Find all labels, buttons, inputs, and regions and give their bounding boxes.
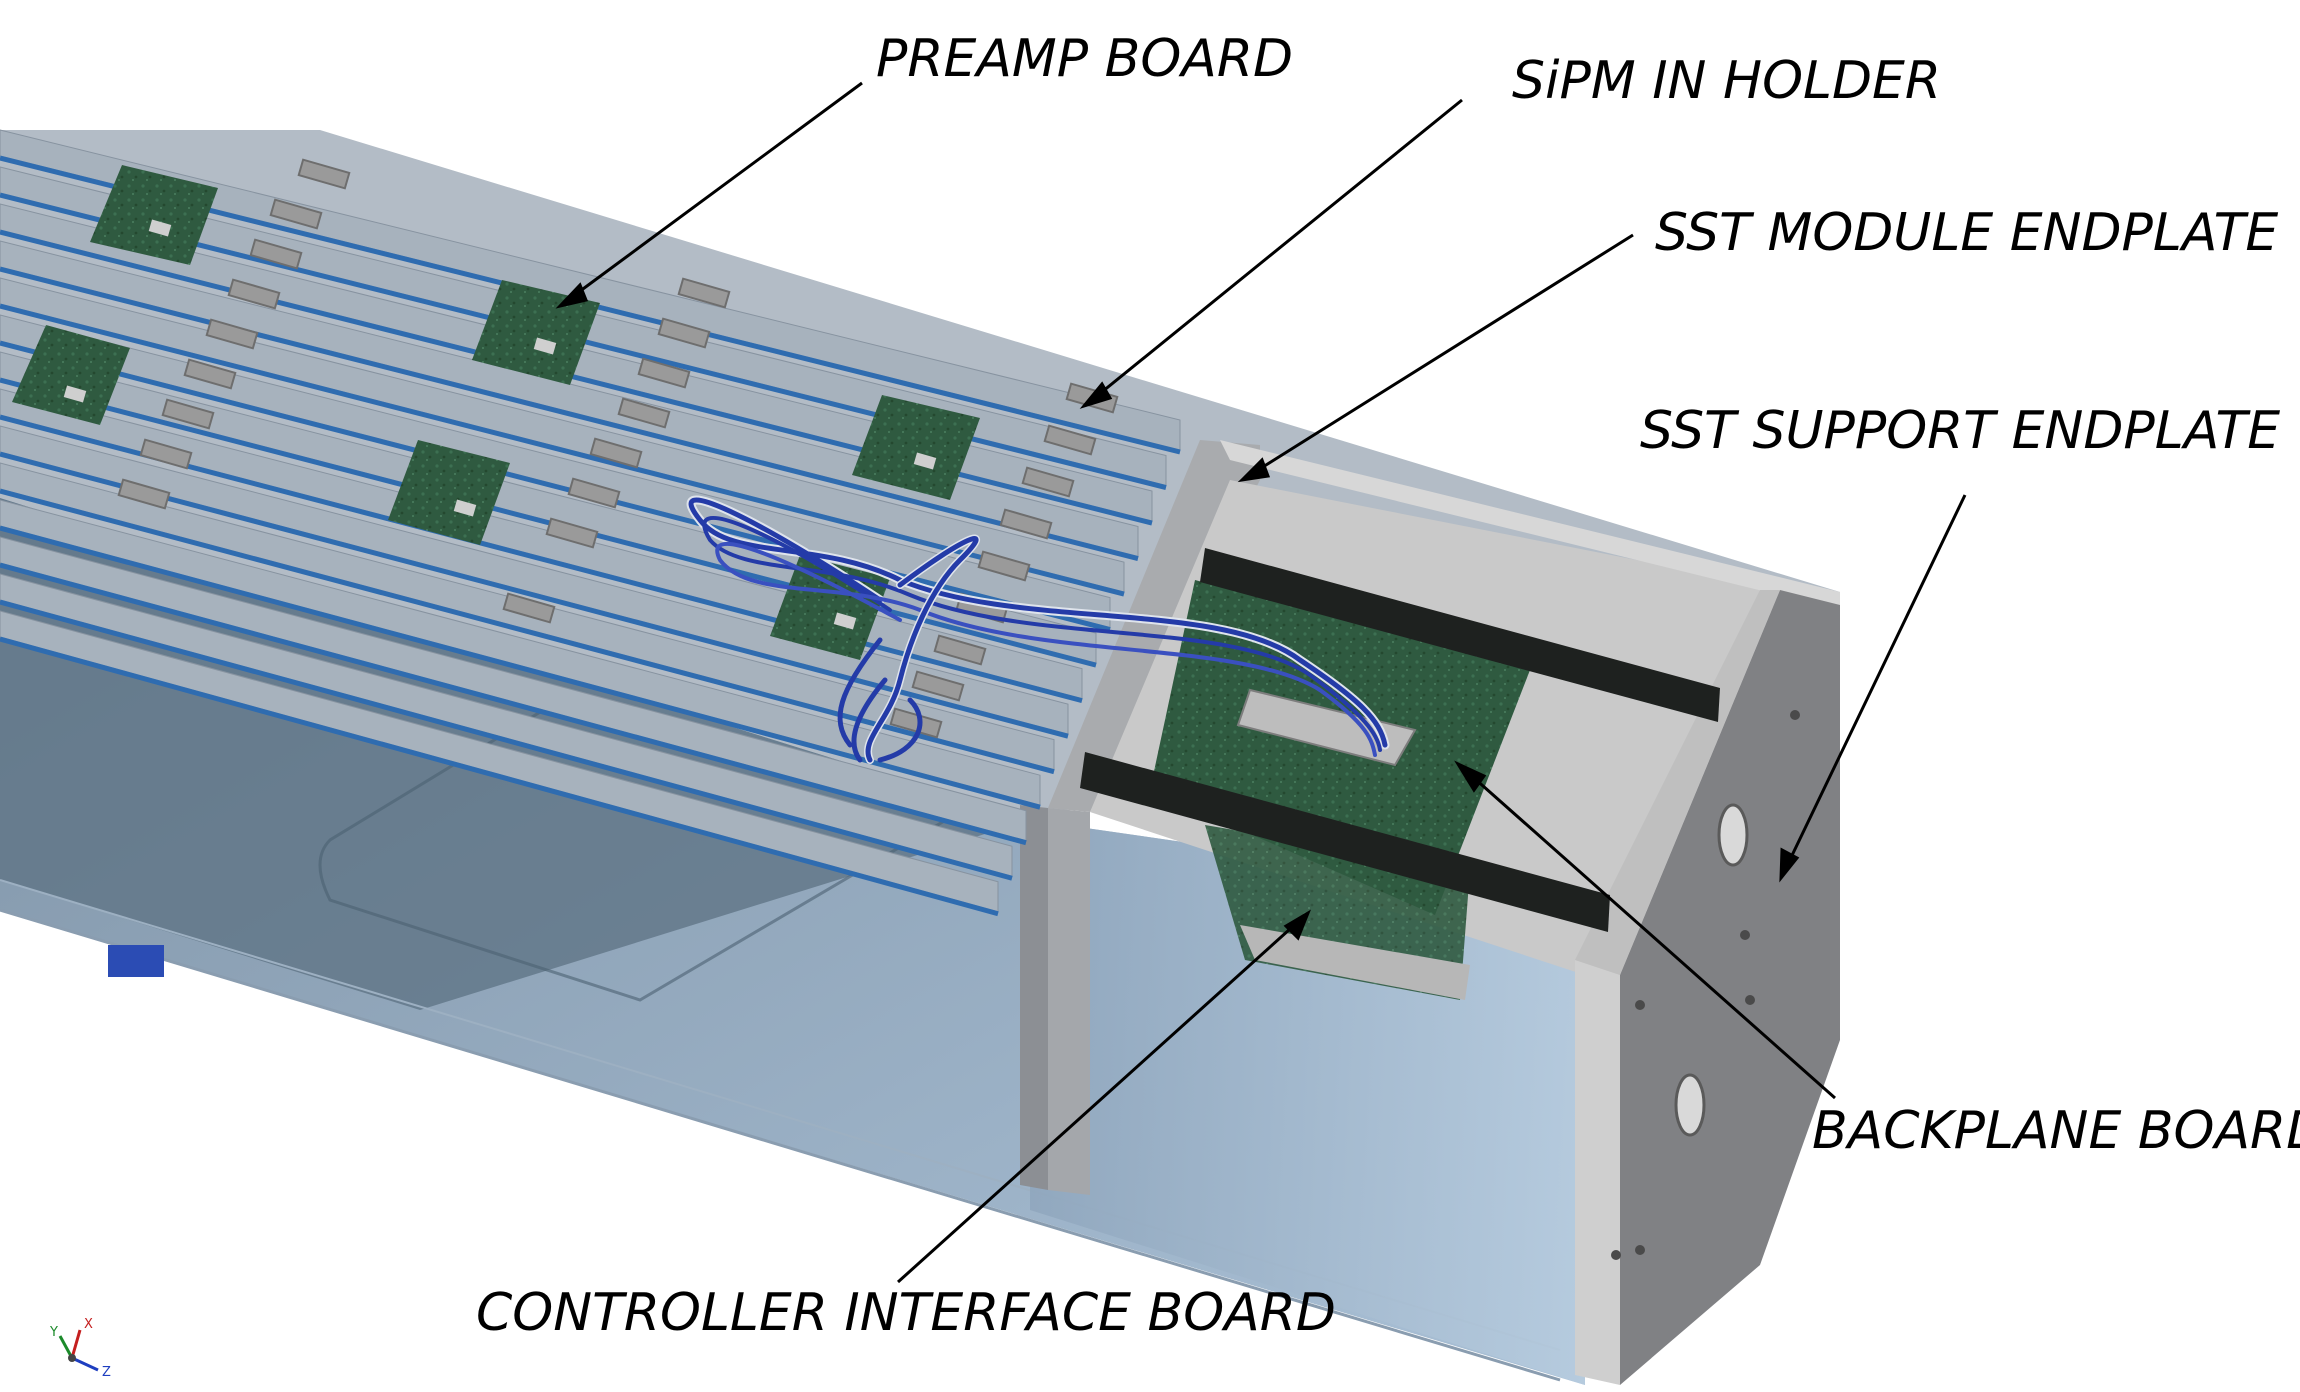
endplate-screw	[1790, 710, 1800, 720]
leader-sst-support-endplate-arrow	[1779, 847, 1800, 883]
endplate-hole-lower	[1674, 1073, 1706, 1137]
preamp-board	[852, 395, 980, 500]
sipm-holder	[249, 238, 303, 270]
preamp-chip	[913, 452, 937, 470]
leader-controller-interface-board-arrow	[1283, 909, 1312, 941]
sst-module-endplate-top	[1048, 440, 1260, 812]
sst-module-endplate-slab	[1020, 805, 1048, 1190]
axis-origin	[68, 1354, 76, 1362]
sipm-holder	[999, 508, 1053, 540]
label-sipm-in-holder: SiPM IN HOLDER	[1512, 51, 1941, 111]
leader-preamp-board	[567, 81, 863, 302]
sipm-holder	[502, 592, 556, 624]
sipm-holder	[139, 438, 193, 470]
controller-interface-board-plate	[1240, 925, 1470, 1000]
preamp-chip	[833, 612, 857, 630]
label-backplane-board: BACKPLANE BOARD	[1812, 1101, 2300, 1161]
sst-support-endplate-front	[1575, 960, 1620, 1385]
axis-y-line	[58, 1335, 74, 1359]
sst-support-endplate-side	[1620, 590, 1840, 1385]
preamp-chip	[63, 385, 87, 403]
sipm-holder	[637, 357, 691, 389]
fiber-strip-edge	[0, 562, 1027, 846]
fiber-strip-edge	[0, 599, 1013, 881]
leader-sst-support-endplate	[1783, 494, 1967, 871]
bottom-edge-line	[0, 908, 1561, 1382]
preamp-chip	[533, 337, 557, 355]
sipm-holder	[617, 397, 671, 429]
leader-lines	[555, 81, 1967, 1284]
leader-sipm-in-holder-arrow	[1079, 381, 1113, 409]
leader-preamp-board-arrow	[555, 282, 589, 309]
axis-x-line	[70, 1329, 82, 1359]
mount-tab	[108, 945, 164, 977]
label-controller-interface-board: CONTROLLER INTERFACE BOARD	[476, 1283, 1336, 1343]
sipm-holder	[1043, 424, 1097, 456]
fiber-strip-edge	[0, 451, 1069, 739]
label-sst-support-endplate: SST SUPPORT ENDPLATE	[1640, 401, 2280, 461]
preamp-board	[12, 325, 130, 425]
endplate-screw	[1611, 1250, 1621, 1260]
leader-sst-module-endplate-arrow	[1237, 457, 1271, 483]
sst-support-endplate-top	[1220, 440, 1840, 610]
label-sst-module-endplate: SST MODULE ENDPLATE	[1655, 203, 2278, 263]
axis-triad: X Y Z	[49, 1317, 111, 1380]
preamp-chip	[453, 499, 477, 517]
signal-cables	[686, 495, 1390, 764]
fiber-strip-edge	[0, 303, 1125, 597]
sipm-holder	[117, 478, 171, 510]
sipm-holder	[567, 477, 621, 509]
sipm-holder	[269, 198, 323, 230]
fiber-strip-edge	[0, 636, 999, 917]
preamp-board	[472, 280, 600, 385]
preamp-board	[90, 165, 218, 265]
fiber-strip-edge	[0, 266, 1139, 561]
axis-y-label: Y	[49, 1325, 58, 1340]
endplate-hole-upper	[1717, 803, 1749, 867]
leader-backplane-board-arrow	[1454, 760, 1487, 793]
fiber-strip-edge	[0, 377, 1097, 668]
sipm-holder	[545, 517, 599, 549]
sipm-holder	[1021, 466, 1075, 498]
sipm-holder	[911, 670, 965, 702]
sipm-holder	[589, 437, 643, 469]
glass-reflection	[318, 698, 984, 1002]
axis-z-line	[71, 1356, 99, 1372]
leader-backplane-board	[1464, 768, 1836, 1100]
rail-upper	[1200, 548, 1720, 722]
sipm-holder	[677, 277, 731, 309]
leader-sipm-in-holder	[1091, 98, 1463, 402]
endplate-screw	[1635, 1245, 1645, 1255]
sipm-holder	[183, 358, 237, 390]
preamp-chip	[148, 219, 172, 237]
leader-controller-interface-board	[896, 918, 1302, 1284]
sipm-holder	[297, 158, 351, 190]
leader-sst-module-endplate	[1249, 233, 1634, 477]
axis-x-label: X	[84, 1317, 93, 1332]
preamp-board	[388, 440, 510, 545]
endplate-screw	[1745, 995, 1755, 1005]
sst-module-endplate-face	[1048, 808, 1090, 1195]
callouts: PREAMP BOARD SiPM IN HOLDER SST MODULE E…	[476, 29, 2300, 1343]
rail-lower	[1080, 752, 1610, 932]
sipm-holder	[161, 398, 215, 430]
sipm-holder	[205, 318, 259, 350]
sst-support-endplate-rim	[1575, 590, 1780, 975]
fiber-strip-edge	[0, 229, 1153, 526]
fiber-strip-edge	[0, 340, 1111, 633]
sipm-holder	[933, 634, 987, 666]
endplate-screw	[1740, 930, 1750, 940]
sipm-holder	[227, 278, 281, 310]
sipm-holder	[657, 317, 711, 349]
endplate-screw	[1635, 1000, 1645, 1010]
label-preamp-board: PREAMP BOARD	[876, 29, 1293, 89]
sipm-holder	[977, 550, 1031, 582]
preamp-board	[770, 555, 890, 660]
axis-z-label: Z	[102, 1365, 111, 1380]
preamp-boards	[12, 165, 980, 660]
